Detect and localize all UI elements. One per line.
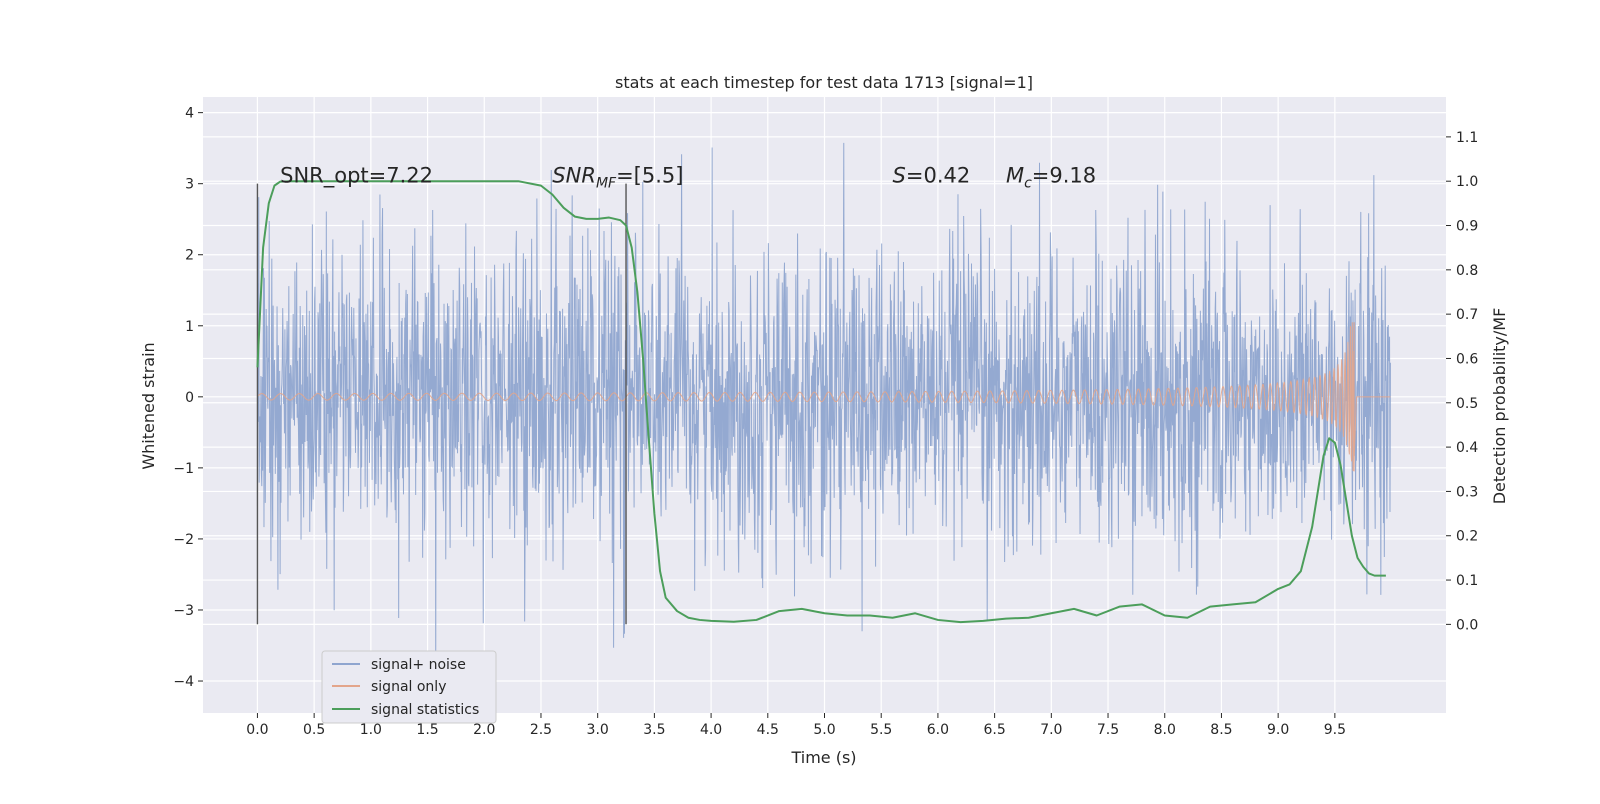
annotation-2: S=0.42	[893, 164, 971, 188]
series-signal-only	[257, 322, 1391, 472]
y-left-tick-label-3: −1	[173, 461, 194, 477]
x-tick-label-11: 5.5	[870, 722, 892, 738]
y-right-tick-label-1: 0.1	[1456, 573, 1478, 589]
y-right-tick-label-9: 0.9	[1456, 219, 1478, 235]
y-left-tick-label-0: −4	[173, 674, 194, 690]
x-tick-label-13: 6.5	[983, 722, 1005, 738]
x-tick-label-6: 3.0	[587, 722, 609, 738]
y-left-tick-label-8: 4	[185, 106, 194, 122]
tick-labels: 0.0 0.5 1.0 1.5 2.0 2.5 3.0 3.5 4.0 4.5 5.0 5.5 6.0 6…	[173, 106, 1478, 738]
y-left-tick-label-7: 3	[185, 177, 194, 193]
x-tick-label-5: 2.5	[530, 722, 552, 738]
y-right-tick-label-2: 0.2	[1456, 529, 1478, 545]
x-tick-label-18: 9.0	[1267, 722, 1289, 738]
y-right-tick-label-0: 0.0	[1456, 617, 1478, 633]
x-tick-label-4: 2.0	[473, 722, 495, 738]
y-left-tick-label-4: 0	[185, 390, 194, 406]
legend-label-stats: signal statistics	[371, 702, 479, 718]
y-right-tick-label-11: 1.1	[1456, 130, 1478, 146]
x-tick-label-3: 1.5	[416, 722, 438, 738]
y-right-tick-label-3: 0.3	[1456, 484, 1478, 500]
legend-label-chirp: signal only	[371, 679, 446, 695]
x-tick-label-9: 4.5	[757, 722, 779, 738]
y-right-tick-label-7: 0.7	[1456, 307, 1478, 323]
y-axis-label-left: Whitened strain	[139, 342, 158, 469]
grid	[203, 97, 1446, 713]
legend-box	[321, 650, 497, 724]
series-signal-noise	[256, 142, 1391, 679]
y-right-tick-label-6: 0.6	[1456, 351, 1478, 367]
annotations: SNR_opt=7.22 SNRMF=[5.5] S=0.42 Mc=9.18	[280, 164, 1096, 192]
y-left-tick-label-5: 1	[185, 319, 194, 335]
line-signal-statistics	[256, 180, 1386, 624]
x-tick-label-8: 4.0	[700, 722, 722, 738]
legend: signal+ noise signal only signal statist…	[321, 650, 497, 724]
y-right-tick-label-5: 0.5	[1456, 396, 1478, 412]
x-tick-label-14: 7.0	[1040, 722, 1062, 738]
x-tick-label-0: 0.0	[246, 722, 268, 738]
x-tick-label-1: 0.5	[303, 722, 325, 738]
y-right-tick-label-4: 0.4	[1456, 440, 1478, 456]
line-signal-noise	[256, 142, 1391, 679]
series-signal-statistics	[256, 180, 1386, 624]
y-left-tick-label-6: 2	[185, 248, 194, 264]
y-right-tick-label-10: 1.0	[1456, 174, 1478, 190]
y-left-tick-label-1: −3	[173, 603, 194, 619]
annotation-1: SNRMF=[5.5]	[552, 164, 683, 192]
y-right-tick-label-8: 0.8	[1456, 263, 1478, 279]
chart-title: stats at each timestep for test data 171…	[615, 73, 1033, 92]
x-tick-label-16: 8.0	[1154, 722, 1176, 738]
x-tick-label-17: 8.5	[1210, 722, 1232, 738]
y-left-tick-label-2: −2	[173, 532, 194, 548]
x-tick-label-10: 5.0	[813, 722, 835, 738]
legend-label-noise: signal+ noise	[371, 657, 466, 673]
y-axis-label-right: Detection probability/MF	[1490, 308, 1509, 505]
x-tick-label-12: 6.0	[927, 722, 949, 738]
x-axis-label: Time (s)	[790, 748, 856, 767]
vertical-markers	[256, 183, 627, 625]
line-signal-only	[257, 322, 1391, 472]
annotation-0: SNR_opt=7.22	[280, 164, 433, 189]
x-tick-label-15: 7.5	[1097, 722, 1119, 738]
x-tick-label-7: 3.5	[643, 722, 665, 738]
annotation-3: Mc=9.18	[1006, 164, 1096, 192]
x-tick-label-19: 9.5	[1324, 722, 1346, 738]
x-tick-label-2: 1.0	[360, 722, 382, 738]
